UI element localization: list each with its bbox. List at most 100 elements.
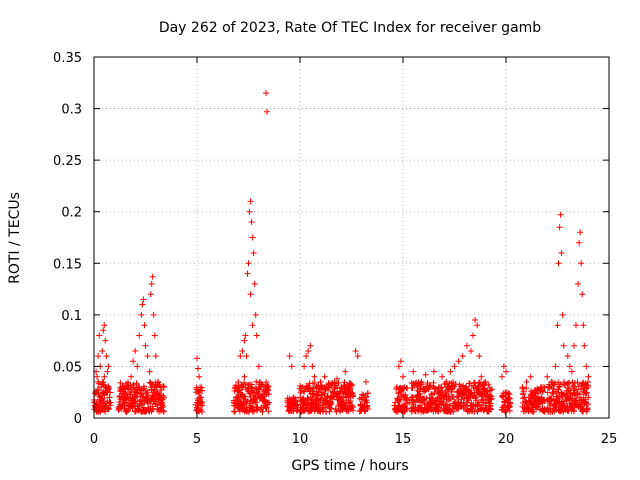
data-point [152, 396, 159, 403]
data-point [257, 384, 264, 391]
data-point [297, 394, 303, 401]
data-point [555, 386, 562, 393]
data-point [104, 368, 111, 375]
data-point [231, 408, 238, 415]
data-point [519, 384, 526, 391]
data-point [452, 381, 459, 387]
data-point [585, 394, 592, 401]
data-point [478, 373, 485, 380]
data-point [544, 396, 551, 403]
data-point [585, 401, 592, 408]
data-point [447, 368, 454, 375]
data-point [263, 404, 270, 411]
data-point [311, 379, 318, 386]
data-point [315, 389, 322, 396]
data-point [558, 250, 565, 256]
data-point [133, 380, 140, 387]
data-point [102, 337, 109, 344]
data-point [286, 353, 293, 360]
data-point [305, 348, 312, 354]
data-point [94, 373, 101, 380]
data-point [468, 348, 474, 354]
data-point [560, 342, 567, 349]
data-point [488, 386, 495, 393]
data-point [439, 373, 446, 380]
data-point [98, 384, 105, 391]
data-point [193, 389, 199, 396]
data-point [350, 407, 356, 414]
data-point [101, 373, 108, 380]
chart-title: Day 262 of 2023, Rate Of TEC Index for r… [159, 20, 541, 36]
data-point [527, 373, 534, 380]
y-tick-label: 0.1 [61, 309, 82, 324]
data-point [422, 371, 429, 378]
data-point [136, 384, 143, 391]
data-point [144, 389, 151, 396]
data-point [334, 375, 341, 382]
data-point [548, 378, 555, 385]
data-point [528, 388, 534, 395]
data-point [139, 301, 146, 308]
data-point [568, 396, 575, 403]
data-point [438, 385, 445, 392]
data-point [507, 399, 514, 406]
data-point [391, 402, 398, 409]
data-point [263, 90, 269, 97]
data-point [199, 387, 206, 394]
data-point [92, 402, 98, 409]
x-axis-label: GPS time / hours [291, 458, 408, 474]
data-point [304, 395, 311, 401]
data-point [150, 311, 157, 318]
data-point [430, 379, 437, 386]
data-point [105, 363, 112, 370]
data-point [154, 405, 161, 412]
data-point [347, 398, 354, 405]
data-point [523, 399, 530, 406]
data-point [487, 406, 494, 413]
data-point [463, 342, 470, 349]
data-point [455, 393, 462, 400]
data-point [555, 260, 562, 267]
plot-frame [93, 56, 610, 419]
data-point [557, 211, 564, 218]
data-point [265, 386, 272, 393]
data-point [544, 373, 551, 380]
data-point [288, 363, 295, 370]
data-point [458, 396, 465, 403]
data-point [313, 384, 320, 391]
data-point [556, 224, 563, 231]
data-point [431, 390, 438, 397]
data-point [96, 332, 103, 339]
data-point [255, 363, 262, 370]
data-point [128, 389, 135, 396]
data-point [259, 394, 266, 401]
data-point [584, 405, 591, 412]
data-point [117, 396, 124, 403]
data-point [98, 402, 105, 409]
data-point [199, 402, 206, 409]
data-point [99, 378, 106, 385]
data-point [393, 384, 400, 391]
data-point [578, 260, 585, 267]
data-point [134, 363, 141, 370]
data-point [476, 401, 483, 408]
data-point [156, 394, 163, 401]
data-point [246, 208, 253, 215]
data-point [461, 389, 468, 396]
data-point [96, 393, 103, 400]
data-point [117, 379, 124, 386]
data-point [474, 322, 481, 329]
data-point [342, 368, 349, 375]
data-point [451, 398, 458, 405]
data-point [265, 383, 272, 390]
grid-lines [94, 57, 609, 418]
data-point [400, 373, 406, 380]
data-point [486, 394, 493, 401]
data-point [360, 402, 367, 409]
data-point [552, 363, 559, 370]
data-point [364, 390, 371, 397]
data-point [311, 373, 318, 380]
data-point [349, 382, 356, 389]
y-tick-label: 0 [74, 412, 82, 427]
data-point [148, 384, 155, 391]
